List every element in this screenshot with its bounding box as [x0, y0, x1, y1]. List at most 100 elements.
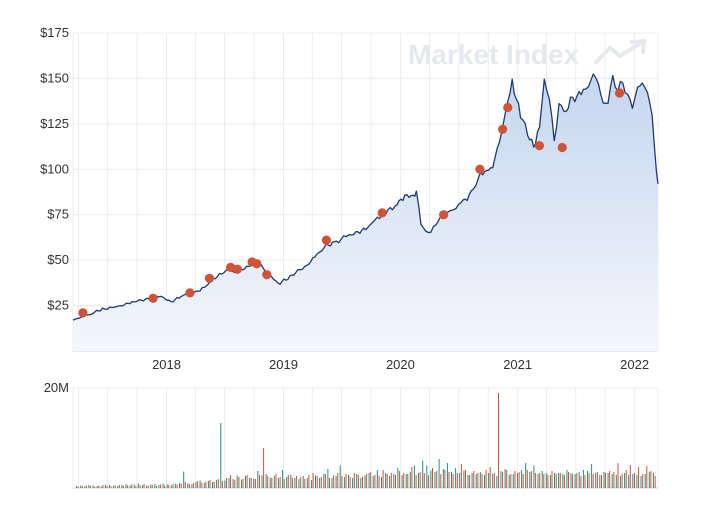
volume-bar-down [267, 476, 269, 488]
event-marker[interactable] [377, 208, 387, 218]
event-marker[interactable] [614, 88, 625, 98]
event-marker[interactable] [498, 124, 508, 134]
volume-bar-up [364, 475, 366, 488]
volume-bar-up [484, 475, 485, 488]
volume-bar-up [381, 477, 382, 488]
event-marker[interactable] [148, 293, 158, 303]
volume-bar-up [599, 475, 601, 488]
volume-bar-down [337, 473, 339, 488]
volume-bar-up [644, 474, 646, 488]
volume-bar-up [212, 482, 213, 488]
volume-bar-down [357, 475, 359, 488]
volume-bar-up [360, 478, 362, 488]
volume-bar-down [234, 480, 236, 488]
volume-bar-up [558, 473, 560, 488]
event-marker[interactable] [232, 264, 242, 274]
volume-bar-down [333, 475, 335, 488]
volume-bar-down [580, 476, 582, 488]
volume-bar-down [110, 486, 112, 488]
volume-bar-up [249, 478, 251, 488]
volume-bar-up [104, 484, 106, 488]
volume-bar-down [629, 465, 631, 488]
volume-bar-down [221, 481, 223, 488]
volume-bar-down [390, 473, 392, 488]
event-marker[interactable] [78, 308, 88, 318]
volume-bar-down [139, 485, 141, 488]
volume-axis: 20M [44, 380, 69, 395]
volume-bar-down [188, 484, 190, 488]
volume-bar-up [591, 464, 593, 488]
event-marker[interactable] [185, 288, 195, 298]
volume-bar-up [607, 473, 609, 488]
volume-bar-down [555, 474, 557, 488]
price-tick-label: $175 [40, 25, 69, 40]
year-tick-label: 2022 [620, 357, 649, 372]
volume-bar-up [245, 476, 246, 488]
volume-bar-up [467, 475, 469, 488]
volume-bar-down [510, 474, 512, 488]
volume-bar-down [230, 475, 232, 488]
volume-bar-up [323, 474, 325, 488]
event-marker[interactable] [321, 235, 332, 245]
volume-bar-up [133, 484, 135, 488]
price-tick-label: $100 [40, 161, 69, 176]
event-marker[interactable] [557, 142, 567, 153]
volume-bar-down [588, 473, 590, 488]
volume-bar-up [615, 475, 617, 488]
volume-bar-down [568, 472, 569, 488]
volume-bar-up [648, 472, 650, 488]
volume-bar-down [238, 477, 240, 488]
volume-bar-up [232, 479, 234, 488]
volume-bar-up [356, 474, 358, 488]
event-marker[interactable] [252, 259, 262, 269]
volume-bar-up [463, 470, 465, 488]
volume-bar-down [172, 484, 174, 488]
event-marker[interactable] [534, 141, 545, 151]
volume-bar-up [397, 468, 399, 488]
volume-bar-down [226, 478, 227, 488]
volume-bar-down [559, 473, 561, 488]
volume-bar-up [113, 485, 115, 488]
volume-bar-up [142, 485, 143, 488]
volume-bar-down [106, 486, 108, 488]
volume-bar-up [76, 486, 77, 488]
event-marker[interactable] [439, 210, 449, 220]
volume-bar-down [473, 471, 475, 488]
volume-bar-up [96, 486, 98, 488]
volume-bar-down [160, 484, 162, 488]
volume-bar-down [399, 471, 401, 488]
volume-bar-up [257, 471, 259, 488]
volume-bar-down [530, 471, 532, 488]
volume-bar-up [339, 465, 341, 488]
volume-bar-down [506, 470, 508, 488]
volume-bar-up [216, 480, 218, 488]
volume-bar-down [123, 486, 124, 488]
event-marker[interactable] [262, 270, 272, 280]
event-marker[interactable] [475, 164, 485, 174]
volume-bar-down [477, 473, 479, 488]
volume-bar-up [471, 473, 473, 488]
volume-bars [76, 393, 656, 488]
volume-bar-down [213, 482, 215, 488]
volume-bar-up [117, 486, 119, 488]
volume-bar-down [193, 483, 195, 488]
volume-bar-down [135, 486, 137, 488]
volume-bar-up [611, 474, 613, 488]
volume-bar-down [300, 477, 302, 488]
volume-bar-down [291, 478, 293, 488]
volume-bar-down [543, 474, 545, 488]
volume-bar-up [389, 476, 391, 488]
volume-bar-down [650, 471, 652, 488]
volume-bar-down [263, 448, 265, 488]
volume-bar-up [619, 476, 621, 488]
volume-bar-down [81, 486, 83, 488]
volume-bar-down [283, 479, 285, 488]
price-tick-label: $75 [47, 207, 69, 222]
volume-bar-up [516, 473, 518, 488]
event-marker[interactable] [204, 273, 215, 283]
event-marker[interactable] [503, 102, 513, 113]
volume-bar-up [636, 475, 638, 488]
volume-bar-down [345, 474, 347, 488]
volume-bar-down [205, 481, 207, 488]
